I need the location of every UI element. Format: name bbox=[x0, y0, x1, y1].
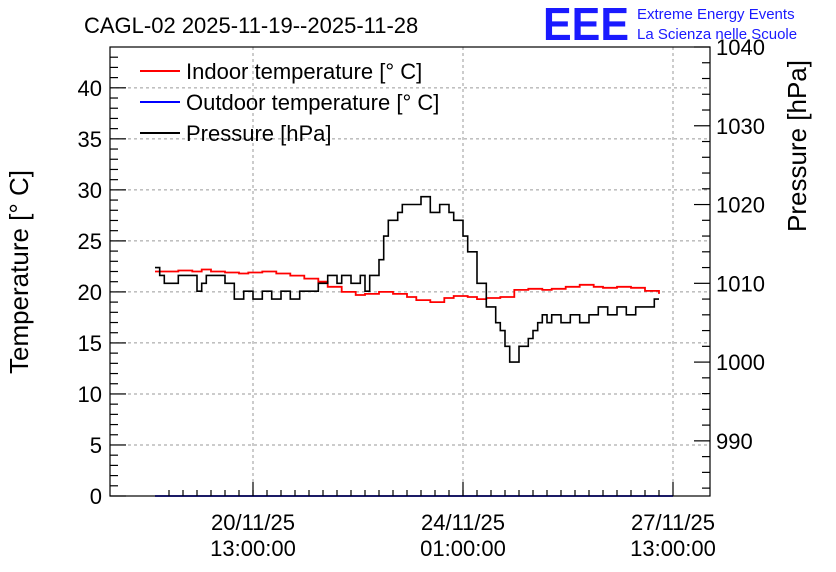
series-pressure bbox=[155, 195, 659, 363]
legend-label-pressure: Pressure [hPa] bbox=[186, 121, 332, 146]
x-tick-label-date: 24/11/25 bbox=[421, 510, 505, 535]
y-right-tick-label: 1020 bbox=[716, 193, 765, 218]
x-tick-label-time: 13:00:00 bbox=[630, 536, 716, 561]
eee-logo: EEE Extreme Energy Events La Scienza nel… bbox=[543, 0, 797, 50]
legend-label-outdoor: Outdoor temperature [° C] bbox=[186, 90, 439, 115]
y-axis-right-label: Pressure [hPa] bbox=[782, 60, 812, 232]
x-tick-label-time: 01:00:00 bbox=[420, 536, 506, 561]
eee-logo-text: EEE bbox=[543, 0, 629, 50]
x-tick-label-date: 27/11/25 bbox=[631, 510, 715, 535]
y-left-tick-label: 30 bbox=[78, 178, 102, 203]
series-indoor-temperature bbox=[155, 268, 660, 303]
y-right-tick-label: 1030 bbox=[716, 114, 765, 139]
y-right-tick-label: 990 bbox=[716, 429, 753, 454]
y-left-tick-label: 20 bbox=[78, 280, 102, 305]
y-left-tick-label: 10 bbox=[78, 382, 102, 407]
legend: Indoor temperature [° C] Outdoor tempera… bbox=[140, 59, 439, 146]
y-left-tick-label: 5 bbox=[90, 433, 102, 458]
y-left-tick-label: 25 bbox=[78, 229, 102, 254]
legend-label-indoor: Indoor temperature [° C] bbox=[186, 59, 422, 84]
y-right-tick-label: 1010 bbox=[716, 271, 765, 296]
chart-title: CAGL-02 2025-11-19--2025-11-28 bbox=[84, 13, 418, 38]
x-tick-label-time: 13:00:00 bbox=[210, 536, 296, 561]
y-left-tick-label: 40 bbox=[78, 76, 102, 101]
y-left-tick-label: 15 bbox=[78, 331, 102, 356]
y-left-tick-label: 0 bbox=[90, 484, 102, 509]
y-left-tick-label: 35 bbox=[78, 127, 102, 152]
axes: 20/11/2513:00:0024/11/2501:00:0027/11/25… bbox=[78, 35, 765, 561]
y-right-tick-label: 1040 bbox=[716, 35, 765, 60]
brand-line-1: Extreme Energy Events bbox=[637, 6, 795, 23]
y-axis-left-label: Temperature [° C] bbox=[4, 170, 34, 374]
x-tick-label-date: 20/11/25 bbox=[211, 510, 295, 535]
plot-frame bbox=[109, 46, 711, 497]
brand-line-2: La Scienza nelle Scuole bbox=[637, 26, 797, 43]
grid bbox=[110, 47, 710, 496]
y-right-tick-label: 1000 bbox=[716, 350, 765, 375]
